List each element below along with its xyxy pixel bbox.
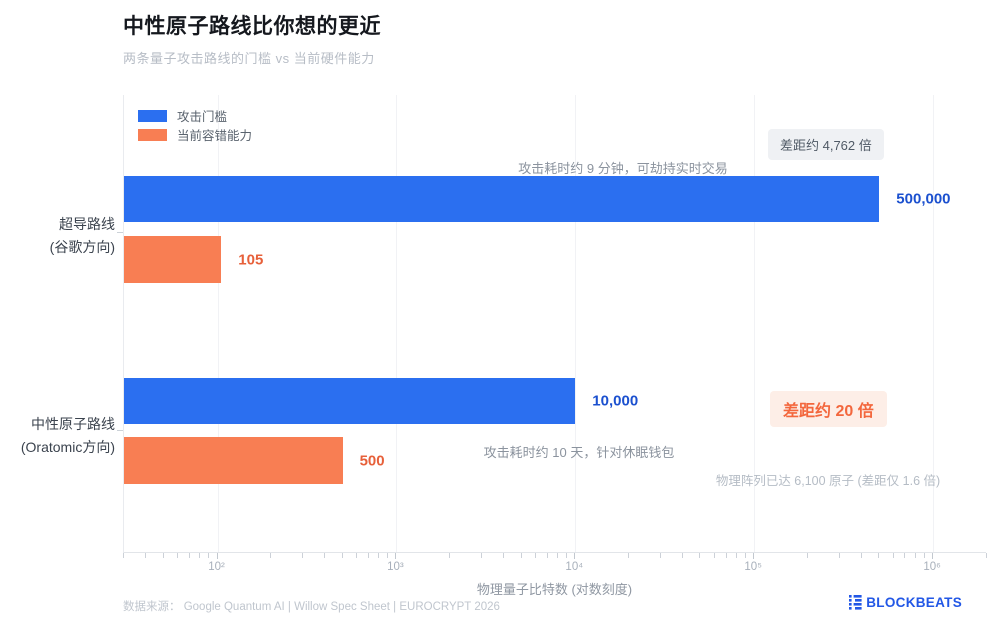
y-axis-tick: [117, 232, 123, 233]
legend-item-current-capability: 当前容错能力: [138, 125, 252, 144]
axis-tick: [838, 553, 840, 558]
brand-logo: BLOCKBEATS: [849, 594, 962, 610]
gridline: [217, 95, 219, 552]
gridline: [933, 95, 935, 552]
axis-tick: [188, 553, 190, 558]
axis-tick: [378, 553, 380, 558]
bar-current-capability-neutral-atom-value: 500: [359, 452, 385, 469]
axis-tick-label: 10⁵: [744, 561, 762, 573]
bar-current-capability-superconducting-value: 105: [238, 251, 264, 268]
axis-tick: [566, 553, 568, 558]
blockbeats-icon: [849, 595, 862, 610]
axis-tick: [725, 553, 727, 558]
axis-tick: [557, 553, 558, 558]
axis-tick: [208, 553, 210, 558]
axis-tick: [682, 553, 684, 558]
axis-tick: [892, 553, 894, 558]
axis-tick: [546, 553, 548, 558]
data-source-label: 数据来源：: [123, 601, 181, 613]
axis-tick: [924, 553, 925, 558]
legend-swatch-blue: [138, 109, 167, 122]
axis-tick: [145, 553, 147, 558]
legend-label: 攻击门槛: [177, 110, 228, 124]
axis-tick: [753, 553, 755, 559]
axis-tick: [270, 553, 272, 558]
gridline: [575, 95, 577, 552]
legend: 攻击门槛 当前容错能力: [138, 106, 252, 144]
x-axis: 10² 10³ 10⁴ 10⁵ 10⁶: [123, 553, 987, 575]
axis-tick-label: 10⁴: [565, 561, 584, 573]
category-line: (谷歌方向): [49, 239, 115, 255]
axis-tick: [503, 553, 505, 558]
category-label-neutral-atom: 中性原子路线 (Oratomic方向): [0, 413, 115, 459]
plot-area: 攻击门槛 当前容错能力 攻击耗时约 9 分钟，可劫持实时交易 差距约 4,762…: [123, 95, 986, 553]
legend-label: 当前容错能力: [177, 129, 253, 143]
axis-tick: [745, 553, 747, 558]
annotation-attack-time-9min: 攻击耗时约 9 分钟，可劫持实时交易: [518, 161, 728, 176]
axis-tick: [878, 553, 880, 558]
data-source: 数据来源： Google Quantum AI | Willow Spec Sh…: [123, 598, 500, 614]
data-source-value: Google Quantum AI | Willow Spec Sheet | …: [183, 601, 500, 613]
axis-tick: [628, 553, 630, 558]
gap-badge-4762x: 差距约 4,762 倍: [768, 129, 884, 160]
bar-attack-threshold-neutral-atom-value: 10,000: [592, 392, 639, 410]
axis-tick: [659, 553, 661, 558]
category-line: (Oratomic方向): [20, 439, 115, 455]
axis-tick: [904, 553, 906, 558]
legend-swatch-orange: [138, 128, 167, 141]
axis-tick: [807, 553, 809, 558]
gap-badge-20x: 差距约 20 倍: [770, 391, 887, 427]
page-title: 中性原子路线比你想的更近: [123, 15, 381, 38]
y-axis-tick: [117, 430, 123, 431]
axis-tick: [699, 553, 701, 558]
bar-current-capability-neutral-atom: [124, 437, 343, 484]
axis-tick: [713, 553, 715, 558]
legend-item-attack-threshold: 攻击门槛: [138, 106, 252, 125]
x-axis-label: 物理量子比特数 (对数刻度): [476, 582, 633, 597]
annotation-attack-time-10days: 攻击耗时约 10 天，针对休眠钱包: [483, 445, 675, 460]
axis-tick: [324, 553, 326, 558]
axis-tick: [162, 553, 164, 558]
axis-tick: [367, 553, 369, 558]
bar-attack-threshold-superconducting-value: 500,000: [896, 190, 951, 208]
bar-attack-threshold-neutral-atom: [124, 378, 576, 424]
bar-current-capability-superconducting: [124, 236, 222, 283]
axis-tick: [480, 553, 482, 558]
axis-tick-label: 10²: [208, 561, 225, 573]
gridline: [754, 95, 756, 552]
axis-tick: [387, 553, 389, 558]
axis-tick-label: 10³: [387, 561, 404, 573]
brand-name: BLOCKBEATS: [866, 594, 962, 610]
axis-tick: [395, 553, 397, 559]
axis-tick: [301, 553, 303, 558]
axis-tick: [176, 553, 178, 558]
axis-tick: [914, 553, 916, 558]
annotation-physical-array: 物理阵列已达 6,100 原子 (差距仅 1.6 倍): [715, 474, 941, 488]
axis-tick: [449, 553, 451, 558]
bar-attack-threshold-superconducting: [124, 176, 880, 222]
category-line: 超导路线: [59, 216, 115, 232]
axis-tick: [861, 553, 862, 558]
axis-tick: [986, 553, 987, 558]
category-label-superconducting: 超导路线 (谷歌方向): [0, 213, 115, 259]
gridline: [396, 95, 398, 552]
axis-tick: [932, 553, 934, 559]
axis-tick: [199, 553, 201, 558]
axis-tick: [735, 553, 737, 558]
axis-tick: [216, 553, 218, 559]
axis-tick: [355, 553, 357, 558]
axis-tick-label: 10⁶: [923, 561, 941, 573]
axis-tick: [341, 553, 343, 558]
axis-tick: [534, 553, 536, 558]
page-subtitle: 两条量子攻击路线的门槛 vs 当前硬件能力: [123, 51, 375, 66]
category-line: 中性原子路线: [31, 416, 115, 432]
axis-tick: [123, 553, 124, 558]
axis-tick: [574, 553, 576, 559]
axis-tick: [520, 553, 522, 558]
